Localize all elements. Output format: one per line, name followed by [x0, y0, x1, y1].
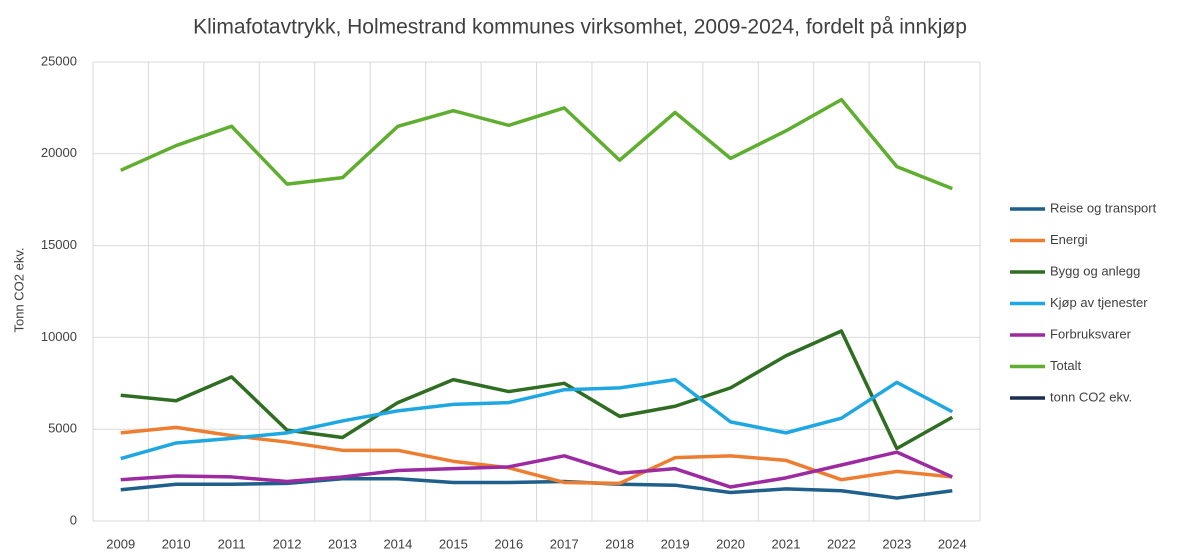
legend-label: Totalt [1050, 358, 1081, 373]
x-tick-label: 2014 [383, 536, 412, 551]
x-tick-label: 2010 [162, 536, 191, 551]
legend-label: Bygg og anlegg [1050, 263, 1140, 278]
x-tick-label: 2015 [439, 536, 468, 551]
legend-label: Forbruksvarer [1050, 326, 1132, 341]
x-tick-label: 2021 [772, 536, 801, 551]
legend-label: Reise og transport [1050, 200, 1157, 215]
y-axis-label: Tonn CO2 ekv. [11, 247, 26, 332]
x-tick-label: 2024 [938, 536, 967, 551]
x-tick-label: 2009 [106, 536, 135, 551]
series-line [120, 477, 953, 500]
x-tick-label: 2022 [827, 536, 856, 551]
x-tick-label: 2011 [218, 536, 246, 551]
x-tick-label: 2013 [328, 536, 357, 551]
x-tick-label: 2012 [273, 536, 302, 551]
y-tick-label: 5000 [48, 421, 77, 436]
y-tick-label: 0 [70, 512, 77, 527]
x-tick-label: 2020 [716, 536, 745, 551]
chart-title: Klimafotavtrykk, Holmestrand kommunes vi… [193, 16, 967, 39]
y-tick-label: 10000 [41, 329, 77, 344]
x-tick-label: 2018 [605, 536, 634, 551]
legend-label: Kjøp av tjenester [1050, 295, 1148, 310]
x-tick-label: 2016 [494, 536, 523, 551]
x-tick-label: 2023 [882, 536, 911, 551]
series-line [120, 329, 954, 451]
legend-label: Energi [1050, 232, 1088, 247]
series-line [120, 377, 954, 461]
y-tick-label: 20000 [41, 145, 77, 160]
y-tick-label: 15000 [41, 237, 77, 252]
x-tick-label: 2019 [661, 536, 690, 551]
y-tick-label: 25000 [41, 53, 77, 68]
series-line [120, 450, 953, 489]
legend-label: tonn CO2 ekv. [1050, 389, 1132, 404]
series-line [120, 97, 953, 191]
x-tick-label: 2017 [550, 536, 579, 551]
